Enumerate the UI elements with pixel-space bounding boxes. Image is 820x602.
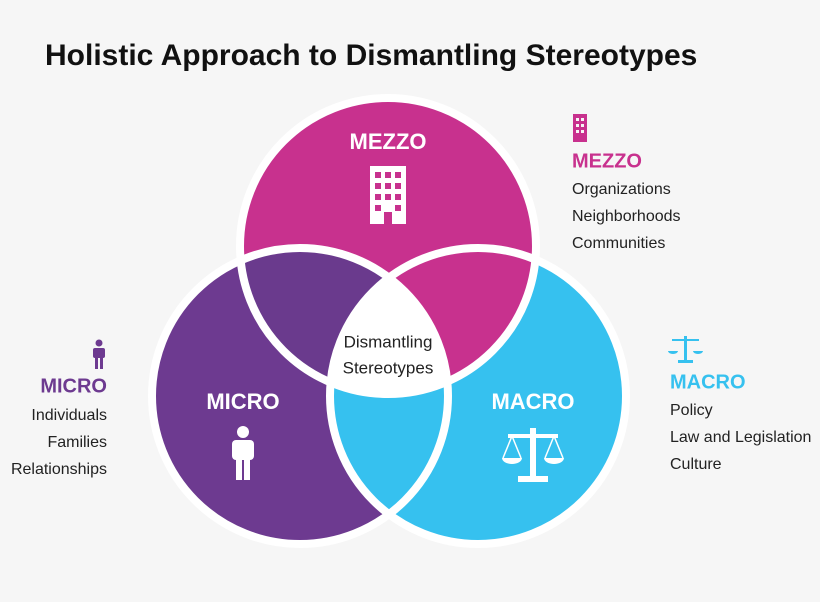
legend-item: Communities [572, 235, 665, 252]
legend-item: Families [47, 434, 107, 451]
legend-item: Law and Legislation [670, 429, 811, 446]
scales-icon-small [668, 336, 703, 363]
legend-title: MICRO [40, 375, 107, 397]
center-label: Dismantling [344, 332, 433, 351]
legend-title: MEZZO [572, 150, 642, 172]
building-icon [370, 166, 406, 224]
circle-label: MACRO [491, 389, 574, 414]
person-icon-small [93, 339, 105, 369]
legend-title: MACRO [670, 371, 746, 393]
legend-item: Culture [670, 456, 722, 473]
circles [148, 94, 630, 548]
person-icon [232, 426, 254, 480]
legend-item: Policy [670, 402, 713, 419]
legend-item: Neighborhoods [572, 208, 681, 225]
circle-label: MEZZO [350, 129, 427, 154]
legend-item: Organizations [572, 181, 671, 198]
center-label: Stereotypes [343, 358, 434, 377]
circle-label: MICRO [206, 389, 279, 414]
micro-mezzo-overlap [240, 248, 448, 394]
legend-item: Individuals [31, 407, 107, 424]
building-icon-small [573, 114, 587, 142]
scales-icon [502, 428, 564, 482]
title: Holistic Approach to Dismantling Stereot… [45, 39, 697, 72]
legend-item: Relationships [11, 461, 107, 478]
